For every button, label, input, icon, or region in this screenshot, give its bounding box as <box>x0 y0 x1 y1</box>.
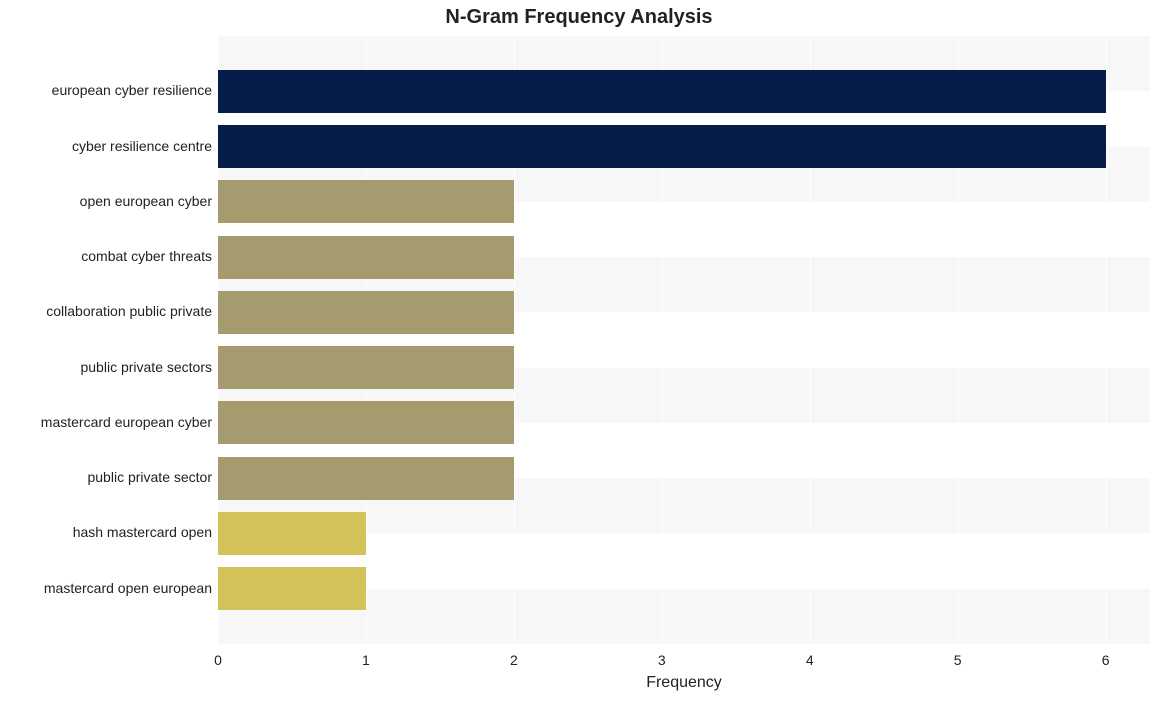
y-tick-label: collaboration public private <box>46 303 212 319</box>
bar <box>218 70 1106 113</box>
chart-container: N-Gram Frequency Analysis european cyber… <box>0 0 1158 701</box>
x-tick-label: 5 <box>954 652 962 668</box>
y-tick-label: mastercard european cyber <box>41 414 212 430</box>
bar <box>218 236 514 279</box>
bar <box>218 346 514 389</box>
y-tick-label: hash mastercard open <box>73 524 212 540</box>
y-tick-label: open european cyber <box>80 193 212 209</box>
bar <box>218 291 514 334</box>
x-tick-label: 0 <box>214 652 222 668</box>
gridline <box>1106 36 1107 644</box>
bar <box>218 401 514 444</box>
x-tick-label: 6 <box>1102 652 1110 668</box>
y-tick-label: public private sectors <box>80 359 212 375</box>
y-tick-label: cyber resilience centre <box>72 138 212 154</box>
y-tick-label: european cyber resilience <box>52 82 212 98</box>
y-tick-label: mastercard open european <box>44 580 212 596</box>
x-tick-label: 3 <box>658 652 666 668</box>
x-tick-label: 4 <box>806 652 814 668</box>
bar <box>218 125 1106 168</box>
bar <box>218 180 514 223</box>
y-tick-label: combat cyber threats <box>81 248 212 264</box>
y-tick-label: public private sector <box>87 469 212 485</box>
x-tick-label: 2 <box>510 652 518 668</box>
chart-title: N-Gram Frequency Analysis <box>0 6 1158 29</box>
plot-area <box>218 36 1150 644</box>
bar <box>218 512 366 555</box>
bar <box>218 567 366 610</box>
x-tick-label: 1 <box>362 652 370 668</box>
bar <box>218 457 514 500</box>
x-axis-label: Frequency <box>218 674 1150 692</box>
